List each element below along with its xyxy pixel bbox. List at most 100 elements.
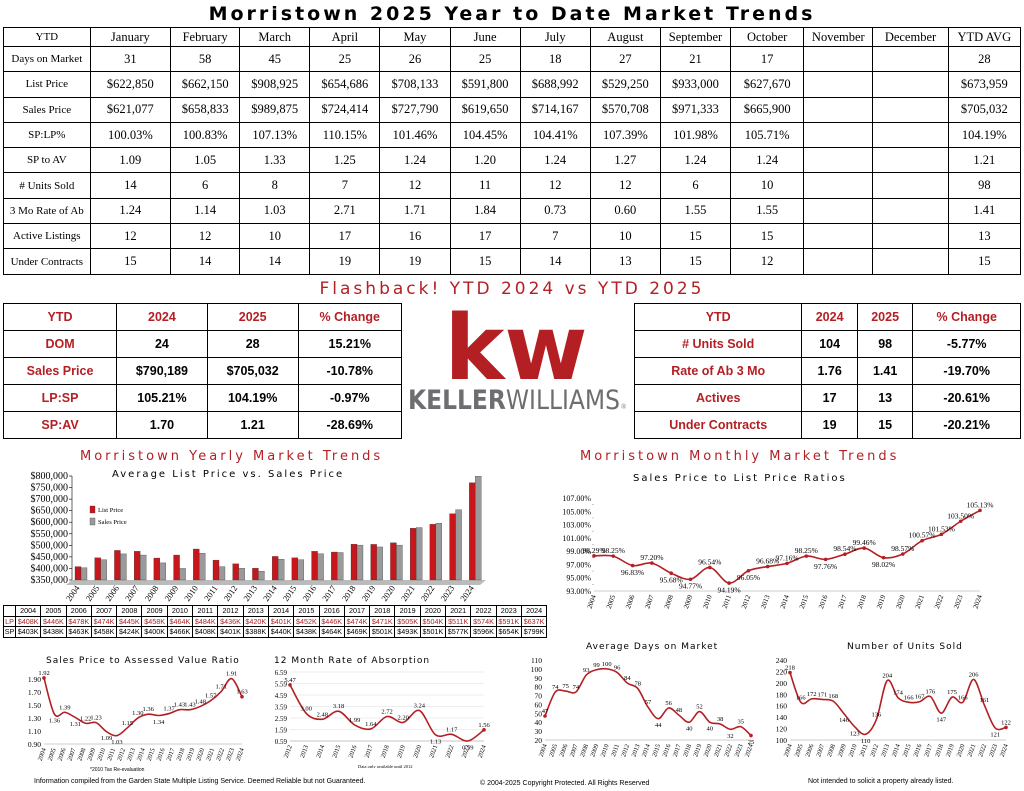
table-cell: 25 [449, 45, 521, 73]
table-cell: 21 [659, 45, 732, 73]
x-tick-label: 2013 [880, 743, 891, 758]
table-cell: -10.78% [297, 357, 403, 385]
x-tick-label: 2011 [202, 583, 220, 602]
data-label: 44 [655, 722, 662, 729]
ytd-column-header: November [803, 27, 874, 47]
table-cell [803, 45, 874, 73]
table-cell: 104.45% [449, 121, 521, 149]
y-tick-label: $350,000 [31, 575, 69, 586]
row-label: SP to AV [3, 147, 91, 174]
x-tick-label: 2019 [185, 747, 196, 762]
data-label: 52 [696, 704, 703, 711]
y-tick-label: 30 [535, 727, 543, 736]
x-tick-label: 2013 [299, 744, 310, 759]
x-tick-label: 2014 [641, 743, 652, 758]
x-tick-label: 2005 [794, 743, 805, 758]
x-tick-label: 2024 [972, 593, 984, 609]
logo-registered: ® [621, 403, 627, 411]
data-label: 78 [634, 680, 641, 687]
table-cell: 15.21% [297, 330, 403, 358]
y-tick-label: 105.00% [562, 507, 591, 516]
table-cell: $466K [166, 626, 194, 638]
table-cell: 15 [947, 248, 1022, 275]
x-tick-label: 2022 [215, 747, 226, 762]
data-label: 105.13% [967, 500, 994, 509]
x-tick-label: 2022 [723, 743, 734, 758]
data-label: 96.83% [621, 568, 644, 577]
row-label: SP [3, 626, 16, 638]
x-tick-label: 2004 [37, 747, 48, 762]
ytd-header-row: YTD January February March April May June July A… [3, 27, 1022, 47]
legend-swatch [89, 505, 96, 514]
table-cell: $401K [217, 626, 244, 638]
x-tick-label: 2006 [103, 583, 121, 603]
table-cell: $469K [343, 626, 371, 638]
table-cell: 2021 [445, 605, 472, 617]
data-label: 1.30 [132, 710, 143, 717]
row-label: YTD [633, 303, 803, 331]
table-cell: $654K [495, 626, 522, 638]
data-label: 167 [915, 694, 926, 701]
table-cell: 19 [309, 248, 381, 275]
flashback-table-left: YTD 2024 2025% Change DOM 24 28 15.21% Sales Pr… [2, 303, 403, 439]
sales-price-bar [199, 553, 206, 581]
series-line [593, 509, 981, 584]
sales-price-bar [297, 559, 305, 581]
table-cell: $505K [394, 615, 421, 627]
x-tick-label: 2018 [380, 744, 391, 759]
data-label: 99 [593, 662, 600, 669]
data-label: 95.68% [660, 576, 683, 585]
flashback-table-right: YTD 2024 2025% Change # Units Sold 104 98 -5.7… [633, 303, 1021, 439]
data-label: 121 [990, 732, 1000, 739]
table-cell: 104 [801, 330, 858, 358]
flashback-title: Flashback! YTD 2024 vs YTD 2025 [319, 279, 705, 299]
x-tick-label: 2020 [379, 583, 397, 603]
table-cell: 10 [589, 223, 661, 250]
table-cell: 7 [309, 172, 381, 199]
table-cell: 31 [89, 45, 172, 73]
absorption-rate-chart: 0.59 1.59 2.59 3.59 4.59 5.59 6.595.47 3.00 2.48… [275, 669, 491, 768]
table-cell: 2025 [206, 303, 299, 331]
x-tick-label: 2011 [859, 743, 870, 757]
y-tick-label: 1.70 [28, 688, 41, 697]
table-cell: 1.70 [116, 411, 208, 439]
data-label: 3.18 [333, 703, 344, 710]
x-tick-label: 2005 [548, 743, 559, 758]
data-point [920, 538, 924, 543]
table-cell: 27 [589, 45, 661, 73]
x-tick-label: 2017 [166, 747, 177, 762]
row-label: List Price [3, 71, 91, 98]
table-cell: $971,333 [659, 96, 732, 123]
row-label: LP:SP [2, 384, 118, 412]
row-label: Sales Price [2, 357, 118, 385]
x-tick-label: 2016 [348, 744, 359, 759]
table-cell: 11 [449, 172, 521, 199]
page-title: Morristown 2025 Year to Date Market Tren… [208, 3, 816, 25]
x-tick-label: 2009 [837, 743, 848, 758]
y-tick-label: 93.00% [566, 587, 591, 596]
data-label: 101.53% [928, 524, 955, 533]
data-point [804, 554, 809, 558]
y-tick-label: 2.59 [275, 715, 288, 723]
sales-price-bar [159, 562, 167, 581]
table-cell [803, 248, 874, 275]
table-cell: 58 [170, 45, 241, 73]
x-tick-label: 2016 [300, 583, 318, 603]
table-cell: 2012 [217, 605, 244, 617]
series-line [43, 677, 243, 737]
ytd-column-header: October [730, 27, 805, 47]
x-tick-label: 2019 [875, 593, 887, 609]
data-point [958, 519, 963, 524]
x-tick-label: 2023 [734, 743, 745, 758]
x-tick-label: 2021 [205, 747, 216, 762]
x-tick-label: 2020 [956, 743, 967, 758]
data-label: 103.50% [947, 511, 974, 520]
list-price-bar [94, 557, 101, 581]
x-tick-label: 2005 [47, 747, 58, 762]
table-cell: 1.33 [239, 147, 311, 174]
table-cell: $673,959 [947, 71, 1022, 98]
table-cell: 17 [801, 384, 858, 412]
table-cell: 2005 [40, 605, 67, 617]
ytd-column-header: December [872, 27, 949, 47]
table-cell: $436K [217, 615, 244, 627]
